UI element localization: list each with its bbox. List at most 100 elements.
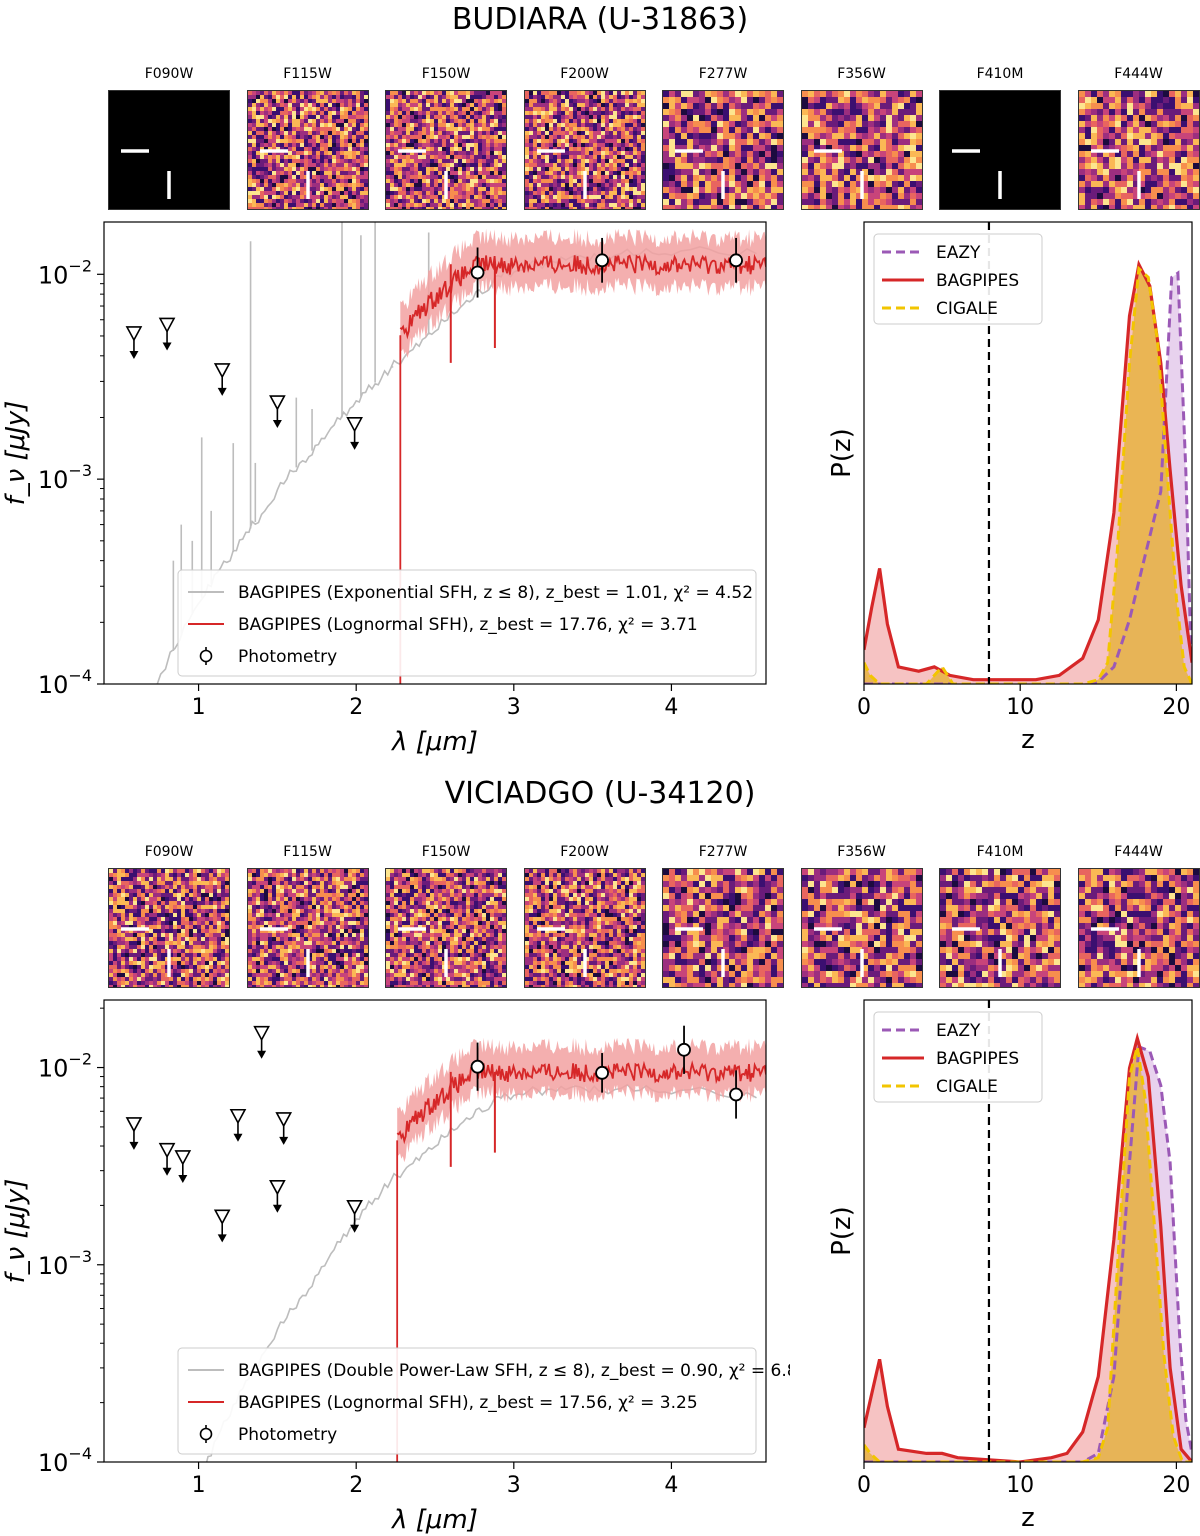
cutout-pixel (161, 937, 166, 942)
cutout-pixel (319, 135, 324, 140)
cutout-pixel (807, 193, 814, 200)
cutout-pixel (636, 91, 641, 96)
cutout-pixel (490, 131, 495, 136)
cutout-pixel (406, 175, 411, 180)
cutout-pixel (568, 191, 573, 196)
cutout-pixel (193, 913, 198, 918)
cutout-pixel (279, 115, 284, 120)
cutout-pixel (323, 203, 328, 208)
cutout-pixel (295, 207, 300, 209)
cutout-pixel (813, 157, 820, 164)
cutout-pixel (263, 107, 268, 112)
cutout-pixel (283, 175, 288, 180)
cutout-pixel (458, 127, 463, 132)
cutout-pixel (604, 203, 609, 208)
cutout-pixel (109, 949, 114, 954)
cutout-pixel (446, 139, 451, 144)
cutout-pixel (351, 167, 356, 172)
cutout-pixel (275, 195, 280, 200)
cutout-pixel (669, 175, 676, 182)
cutout-pixel (418, 167, 423, 172)
cutout-pixel (568, 207, 573, 209)
cutout-pixel (588, 99, 593, 104)
cutout-pixel (498, 159, 503, 164)
cutout-pixel (117, 917, 122, 922)
cutout-pixel (1090, 103, 1097, 110)
cutout-pixel (592, 203, 597, 208)
cutout-pixel (406, 99, 411, 104)
cutout-pixel (532, 143, 537, 148)
cutout-pixel (564, 171, 569, 176)
cutout-pixel (462, 95, 467, 100)
cutout-pixel (548, 191, 553, 196)
cutout-pixel (271, 147, 276, 152)
cutout-pixel (398, 139, 403, 144)
cutout-pixel (422, 147, 427, 152)
cutout-pixel (161, 961, 166, 966)
cutout-pixel (669, 103, 676, 110)
cutout-pixel (291, 143, 296, 148)
cutout-pixel (528, 95, 533, 100)
cutout-pixel (1186, 103, 1193, 110)
cutout-pixel (640, 123, 645, 128)
cutout-pixel (1138, 97, 1145, 104)
cutout-pixel (129, 953, 134, 958)
cutout-pixel (359, 199, 364, 204)
cutout-pixel (157, 953, 162, 958)
cutout-pixel (636, 135, 641, 140)
cutout-pixel (620, 179, 625, 184)
cutout-pixel (544, 103, 549, 108)
cutout-pixel (169, 933, 174, 938)
cutout-pixel (628, 91, 633, 96)
cutout-pixel (584, 159, 589, 164)
cutout-pixel (494, 139, 499, 144)
cutout-pixel (825, 181, 832, 188)
cutout-pixel (765, 121, 772, 128)
cutout-pixel (109, 869, 114, 874)
cutout-pixel (169, 977, 174, 982)
cutout-pixel (608, 207, 613, 209)
cutout-pixel (843, 151, 850, 158)
cutout-pixel (331, 179, 336, 184)
cutout-pixel (723, 145, 730, 152)
cutout-pixel (524, 167, 529, 172)
cutout-pixel (458, 123, 463, 128)
cutout-pixel (189, 921, 194, 926)
cutout-pixel (584, 155, 589, 160)
cutout-pixel (909, 175, 916, 182)
cutout-pixel (263, 139, 268, 144)
cutout-pixel (699, 181, 706, 188)
cutout-pixel (831, 115, 838, 122)
cutout-pixel (434, 167, 439, 172)
cutout-pixel (446, 111, 451, 116)
cutout-pixel (121, 937, 126, 942)
cutout-pixel (1132, 169, 1139, 176)
cutout-pixel (753, 205, 760, 209)
cutout-pixel (303, 123, 308, 128)
cutout-pixel (596, 115, 601, 120)
cutout-pixel (410, 135, 415, 140)
cutout-pixel (548, 95, 553, 100)
cutout-pixel (675, 97, 682, 104)
cutout-pixel (548, 151, 553, 156)
cutout-pixel (584, 99, 589, 104)
cutout-pixel (524, 115, 529, 120)
cutout-pixel (843, 187, 850, 194)
cutout-pixel (295, 873, 300, 878)
cutout-pixel (717, 121, 724, 128)
cutout-pixel (109, 921, 114, 926)
cutout-pixel (556, 167, 561, 172)
cutout-pixel (564, 139, 569, 144)
cutout-pixel (628, 151, 633, 156)
cutout-pixel (438, 147, 443, 152)
cutout-pixel (209, 925, 214, 930)
cutout-pixel (259, 107, 264, 112)
cutout-pixel (458, 195, 463, 200)
cutout-pixel (915, 163, 922, 170)
cutout-pixel (355, 115, 360, 120)
cutout-pixel (267, 111, 272, 116)
cutout-pixel (347, 107, 352, 112)
cutout-pixel (121, 881, 126, 886)
cutout-pixel (580, 171, 585, 176)
cutout-pixel (482, 115, 487, 120)
